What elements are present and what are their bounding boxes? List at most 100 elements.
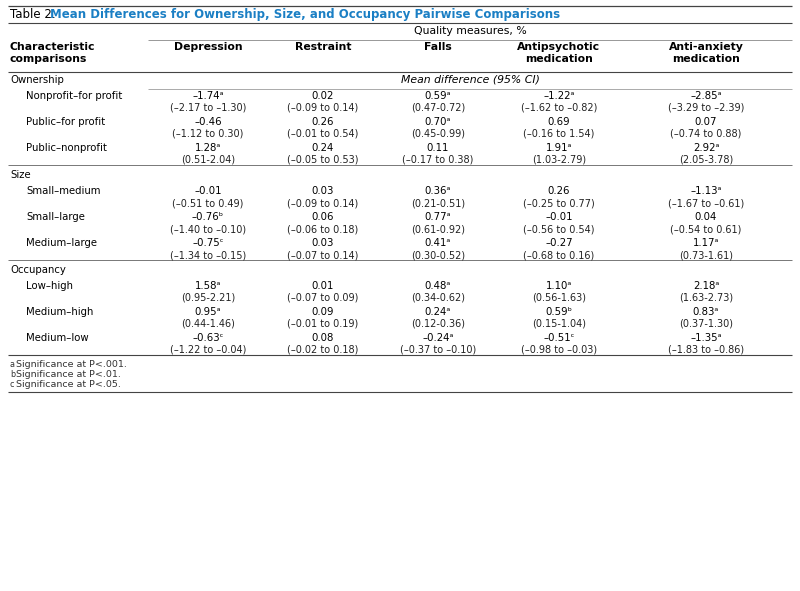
- Text: 0.48ᵃ: 0.48ᵃ: [425, 281, 451, 291]
- Text: 1.91ᵃ: 1.91ᵃ: [546, 143, 572, 153]
- Text: 0.06: 0.06: [312, 212, 334, 222]
- Text: (0.12-0.36): (0.12-0.36): [411, 319, 465, 329]
- Text: 0.24: 0.24: [312, 143, 334, 153]
- Text: –1.22ᵃ: –1.22ᵃ: [543, 91, 574, 101]
- Text: 2.92ᵃ: 2.92ᵃ: [693, 143, 719, 153]
- Text: 0.08: 0.08: [312, 333, 334, 343]
- Text: c: c: [10, 380, 14, 389]
- Text: Size: Size: [10, 170, 30, 180]
- Text: 0.26: 0.26: [548, 186, 570, 196]
- Text: (–0.56 to 0.54): (–0.56 to 0.54): [523, 224, 594, 234]
- Text: 2.18ᵃ: 2.18ᵃ: [693, 281, 719, 291]
- Text: 1.17ᵃ: 1.17ᵃ: [693, 238, 719, 248]
- Text: –0.46: –0.46: [194, 117, 222, 127]
- Text: (–0.16 to 1.54): (–0.16 to 1.54): [523, 129, 594, 139]
- Text: Falls: Falls: [424, 42, 452, 52]
- Text: (–1.67 to –0.61): (–1.67 to –0.61): [668, 198, 744, 208]
- Text: 0.59ᵃ: 0.59ᵃ: [425, 91, 451, 101]
- Text: (–1.62 to –0.82): (–1.62 to –0.82): [521, 103, 597, 113]
- Text: –1.35ᵃ: –1.35ᵃ: [690, 333, 722, 343]
- Text: 0.36ᵃ: 0.36ᵃ: [425, 186, 451, 196]
- Text: (–0.68 to 0.16): (–0.68 to 0.16): [523, 250, 594, 260]
- Text: 0.03: 0.03: [312, 238, 334, 248]
- Text: Low–high: Low–high: [26, 281, 73, 291]
- Text: 0.03: 0.03: [312, 186, 334, 196]
- Text: –0.75ᶜ: –0.75ᶜ: [192, 238, 224, 248]
- Text: (–0.51 to 0.49): (–0.51 to 0.49): [172, 198, 244, 208]
- Text: Table 2.: Table 2.: [10, 8, 59, 21]
- Text: (–0.54 to 0.61): (–0.54 to 0.61): [670, 224, 742, 234]
- Text: (0.34-0.62): (0.34-0.62): [411, 293, 465, 303]
- Text: (0.73-1.61): (0.73-1.61): [679, 250, 733, 260]
- Text: b: b: [10, 370, 15, 379]
- Text: (–1.34 to –0.15): (–1.34 to –0.15): [170, 250, 246, 260]
- Text: 1.58ᵃ: 1.58ᵃ: [194, 281, 222, 291]
- Text: (–0.37 to –0.10): (–0.37 to –0.10): [400, 345, 476, 355]
- Text: Anti-anxiety
medication: Anti-anxiety medication: [669, 42, 743, 64]
- Text: –0.27: –0.27: [545, 238, 573, 248]
- Text: –0.76ᵇ: –0.76ᵇ: [192, 212, 224, 222]
- Text: (–0.74 to 0.88): (–0.74 to 0.88): [670, 129, 742, 139]
- Text: Small–medium: Small–medium: [26, 186, 101, 196]
- Text: –2.85ᵃ: –2.85ᵃ: [690, 91, 722, 101]
- Text: a: a: [10, 360, 15, 369]
- Text: Ownership: Ownership: [10, 75, 64, 85]
- Text: (–1.40 to –0.10): (–1.40 to –0.10): [170, 224, 246, 234]
- Text: (–0.01 to 0.54): (–0.01 to 0.54): [287, 129, 358, 139]
- Text: (–0.06 to 0.18): (–0.06 to 0.18): [287, 224, 358, 234]
- Text: 0.11: 0.11: [427, 143, 449, 153]
- Text: 0.77ᵃ: 0.77ᵃ: [425, 212, 451, 222]
- Text: Public–nonprofit: Public–nonprofit: [26, 143, 107, 153]
- Text: 1.28ᵃ: 1.28ᵃ: [195, 143, 221, 153]
- Text: –0.01: –0.01: [546, 212, 573, 222]
- Text: –1.74ᵃ: –1.74ᵃ: [192, 91, 224, 101]
- Text: Public–for profit: Public–for profit: [26, 117, 106, 127]
- Text: (–0.05 to 0.53): (–0.05 to 0.53): [287, 155, 358, 165]
- Text: Occupancy: Occupancy: [10, 265, 66, 275]
- Text: (–1.83 to –0.86): (–1.83 to –0.86): [668, 345, 744, 355]
- Text: Mean difference (95% CI): Mean difference (95% CI): [401, 75, 539, 85]
- Text: (0.47-0.72): (0.47-0.72): [411, 103, 465, 113]
- Text: (–3.29 to –2.39): (–3.29 to –2.39): [668, 103, 744, 113]
- Text: (–0.98 to –0.03): (–0.98 to –0.03): [521, 345, 597, 355]
- Text: Antipsychotic
medication: Antipsychotic medication: [518, 42, 601, 64]
- Text: 0.09: 0.09: [312, 307, 334, 317]
- Text: Small–large: Small–large: [26, 212, 85, 222]
- Text: 0.69: 0.69: [548, 117, 570, 127]
- Text: (0.95-2.21): (0.95-2.21): [181, 293, 235, 303]
- Text: (0.51-2.04): (0.51-2.04): [181, 155, 235, 165]
- Text: (0.37-1.30): (0.37-1.30): [679, 319, 733, 329]
- Text: 0.24ᵃ: 0.24ᵃ: [425, 307, 451, 317]
- Text: (0.61-0.92): (0.61-0.92): [411, 224, 465, 234]
- Text: 0.26: 0.26: [312, 117, 334, 127]
- Text: –0.24ᵃ: –0.24ᵃ: [422, 333, 454, 343]
- Text: Characteristic
comparisons: Characteristic comparisons: [10, 42, 95, 64]
- Text: (0.21-0.51): (0.21-0.51): [411, 198, 465, 208]
- Text: (0.15-1.04): (0.15-1.04): [532, 319, 586, 329]
- Text: 1.10ᵃ: 1.10ᵃ: [546, 281, 572, 291]
- Text: 0.41ᵃ: 0.41ᵃ: [425, 238, 451, 248]
- Text: Significance at P<.05.: Significance at P<.05.: [16, 380, 121, 389]
- Text: 0.59ᵇ: 0.59ᵇ: [546, 307, 573, 317]
- Text: –0.51ᶜ: –0.51ᶜ: [543, 333, 574, 343]
- Text: (–0.25 to 0.77): (–0.25 to 0.77): [523, 198, 595, 208]
- Text: Medium–large: Medium–large: [26, 238, 97, 248]
- Text: Quality measures, %: Quality measures, %: [414, 26, 526, 36]
- Text: 0.02: 0.02: [312, 91, 334, 101]
- Text: Restraint: Restraint: [294, 42, 351, 52]
- Text: (–0.09 to 0.14): (–0.09 to 0.14): [287, 198, 358, 208]
- Text: (2.05-3.78): (2.05-3.78): [679, 155, 733, 165]
- Text: 0.83ᵃ: 0.83ᵃ: [693, 307, 719, 317]
- Text: (0.45-0.99): (0.45-0.99): [411, 129, 465, 139]
- Text: Medium–low: Medium–low: [26, 333, 89, 343]
- Text: Nonprofit–for profit: Nonprofit–for profit: [26, 91, 122, 101]
- Text: (–0.07 to 0.09): (–0.07 to 0.09): [287, 293, 358, 303]
- Text: (1.03-2.79): (1.03-2.79): [532, 155, 586, 165]
- Text: –0.63ᶜ: –0.63ᶜ: [192, 333, 224, 343]
- Text: (–1.12 to 0.30): (–1.12 to 0.30): [172, 129, 244, 139]
- Text: (–1.22 to –0.04): (–1.22 to –0.04): [170, 345, 246, 355]
- Text: (–0.02 to 0.18): (–0.02 to 0.18): [287, 345, 358, 355]
- Text: 0.01: 0.01: [312, 281, 334, 291]
- Text: Significance at P<.001.: Significance at P<.001.: [16, 360, 127, 369]
- Text: (0.44-1.46): (0.44-1.46): [181, 319, 235, 329]
